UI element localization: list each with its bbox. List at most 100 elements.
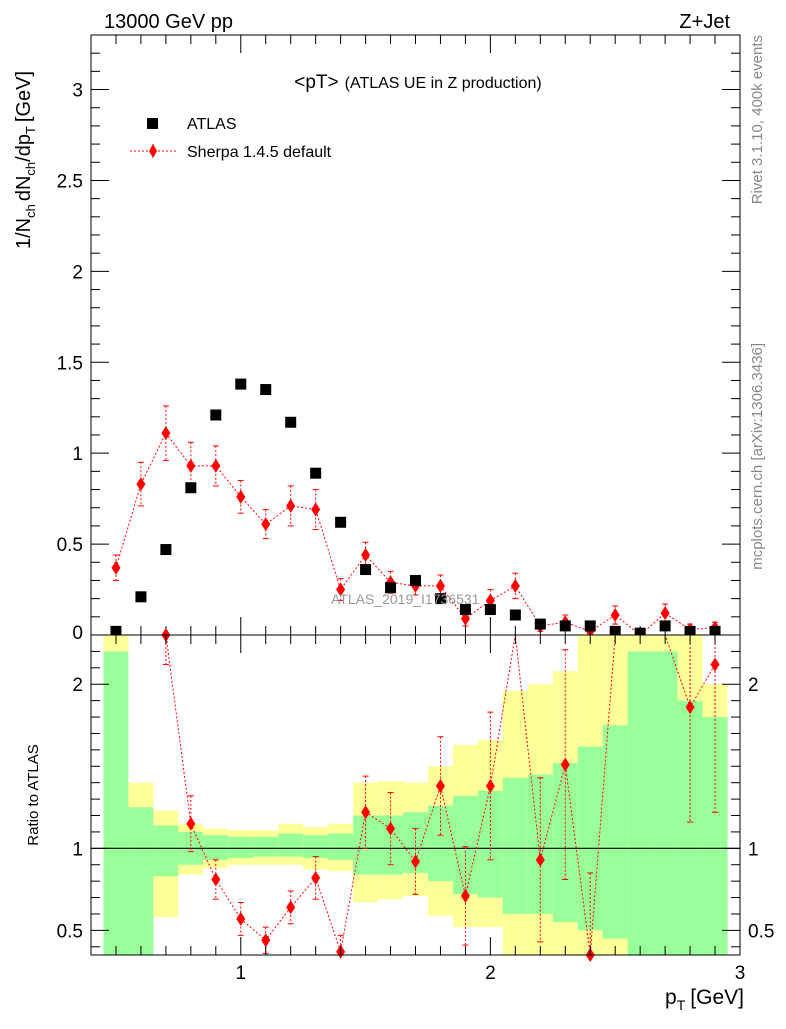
ratio-sherpa-point bbox=[361, 805, 371, 820]
sherpa-point bbox=[435, 578, 445, 593]
main-panel-marks bbox=[110, 378, 721, 642]
main-y-tick-label: 3 bbox=[72, 81, 83, 102]
atlas-point bbox=[410, 574, 421, 586]
legend-atlas-marker bbox=[147, 118, 158, 129]
main-y-axis-label: 1/NchdNch/dpT[GeV] bbox=[13, 71, 38, 249]
main-y-tick-label: 1.5 bbox=[57, 353, 83, 374]
plot-title: <pT> (ATLAS UE in Z production) bbox=[294, 72, 541, 93]
ratio-inner-band bbox=[652, 651, 678, 955]
atlas-point bbox=[210, 409, 222, 421]
atlas-point bbox=[135, 591, 147, 603]
atlas-point bbox=[185, 482, 197, 494]
main-panel: 0 0.5 1 1.5 2 2.5 3 bbox=[57, 34, 741, 644]
atlas-point bbox=[385, 582, 397, 594]
ratio-sherpa-point bbox=[311, 870, 321, 885]
sherpa-point bbox=[236, 489, 246, 504]
plot-title-sub: (ATLAS UE in Z production) bbox=[345, 75, 542, 92]
sherpa-point bbox=[336, 582, 346, 597]
ratio-inner-band bbox=[577, 746, 603, 931]
ratio-y-tick-label-right: 0.5 bbox=[748, 921, 774, 942]
legend-atlas-label: ATLAS bbox=[187, 116, 237, 133]
ratio-y-tick-label-left: 2 bbox=[72, 675, 83, 696]
ratio-sherpa-point bbox=[435, 778, 445, 793]
main-y-tick-label: 1 bbox=[72, 444, 83, 465]
sherpa-point bbox=[111, 560, 121, 575]
sherpa-point bbox=[361, 548, 371, 562]
ratio-inner-band bbox=[228, 836, 254, 859]
atlas-point bbox=[584, 620, 596, 632]
ratio-sherpa-point bbox=[186, 816, 196, 831]
analysis-watermark: ATLAS_2019_I1736531 bbox=[331, 591, 480, 607]
sherpa-point bbox=[186, 458, 196, 473]
ratio-sherpa-point bbox=[460, 888, 470, 903]
ratio-sherpa-point bbox=[710, 657, 720, 672]
atlas-point bbox=[534, 618, 546, 630]
sherpa-point bbox=[460, 611, 470, 626]
legend: ATLAS Sherpa 1.4.5 default bbox=[130, 116, 332, 161]
x-axis-label: pT [GeV] bbox=[665, 986, 744, 1013]
ratio-sherpa-point bbox=[685, 700, 695, 715]
atlas-point bbox=[484, 604, 496, 616]
atlas-point bbox=[260, 384, 272, 396]
ratio-inner-band bbox=[103, 651, 129, 955]
energy-label: 13000 GeV pp bbox=[104, 11, 233, 33]
x-tick-label: 3 bbox=[735, 963, 746, 984]
sherpa-point bbox=[510, 578, 520, 593]
ratio-inner-band bbox=[303, 835, 329, 859]
sherpa-point bbox=[660, 606, 670, 621]
ratio-inner-band bbox=[128, 807, 154, 955]
ratio-inner-band bbox=[677, 700, 703, 955]
atlas-point bbox=[659, 620, 671, 632]
sherpa-point bbox=[161, 426, 171, 441]
ratio-sherpa-point bbox=[535, 852, 545, 867]
sherpa-point bbox=[211, 458, 221, 473]
main-y-tick-label: 2 bbox=[72, 262, 83, 283]
ratio-panel: 0.5 0.5 1 1 2 2 1 2 3 bbox=[57, 628, 774, 984]
sherpa-point bbox=[610, 608, 620, 622]
x-tick-label: 2 bbox=[485, 963, 496, 984]
sherpa-point bbox=[311, 502, 321, 517]
ratio-y-tick-label-left: 0.5 bbox=[57, 921, 83, 942]
ratio-y-tick-label-left: 1 bbox=[72, 839, 83, 860]
x-tick-label: 1 bbox=[235, 963, 246, 984]
ratio-inner-band bbox=[203, 835, 229, 860]
ratio-inner-band bbox=[627, 651, 653, 955]
ratio-inner-band bbox=[278, 833, 304, 857]
ratio-sherpa-point bbox=[211, 872, 221, 887]
sherpa-point bbox=[261, 517, 271, 532]
atlas-point bbox=[235, 378, 247, 390]
ratio-sherpa-point bbox=[261, 933, 271, 948]
ratio-inner-band bbox=[253, 836, 279, 857]
legend-sherpa-label: Sherpa 1.4.5 default bbox=[187, 144, 332, 161]
process-label: Z+Jet bbox=[679, 11, 730, 33]
main-y-tick-label: 0.5 bbox=[57, 535, 83, 556]
ratio-sherpa-point bbox=[485, 778, 495, 793]
ratio-sherpa-point bbox=[236, 911, 246, 926]
atlas-point bbox=[434, 593, 446, 605]
ratio-panel-ticks: 0.5 0.5 1 1 2 2 1 2 3 bbox=[57, 634, 774, 984]
atlas-point bbox=[335, 516, 347, 528]
ratio-sherpa-point bbox=[286, 900, 296, 915]
ratio-sherpa-point bbox=[386, 821, 396, 836]
sherpa-point bbox=[286, 498, 296, 513]
main-panel-background bbox=[91, 35, 740, 635]
plot-title-main: <pT> bbox=[294, 72, 338, 93]
atlas-point bbox=[285, 416, 297, 428]
ratio-inner-band bbox=[502, 777, 528, 914]
ratio-inner-band bbox=[602, 725, 628, 939]
mcplots-label: mcplots.cern.ch [arXiv:1306.3436] bbox=[749, 343, 766, 570]
main-y-tick-label: 2.5 bbox=[57, 171, 83, 192]
ratio-y-axis-label: Ratio to ATLAS bbox=[25, 744, 42, 845]
atlas-point bbox=[559, 620, 571, 632]
legend-sherpa-marker bbox=[149, 144, 157, 158]
main-panel-ticks: 0 0.5 1 1.5 2 2.5 3 bbox=[57, 34, 741, 644]
main-y-tick-label: 0 bbox=[72, 623, 83, 644]
ratio-inner-band bbox=[153, 825, 179, 877]
ratio-y-tick-label-right: 2 bbox=[748, 675, 759, 696]
sherpa-point bbox=[485, 593, 495, 608]
ratio-y-tick-label-right: 1 bbox=[748, 839, 759, 860]
atlas-point bbox=[360, 564, 372, 576]
atlas-point bbox=[509, 609, 521, 621]
